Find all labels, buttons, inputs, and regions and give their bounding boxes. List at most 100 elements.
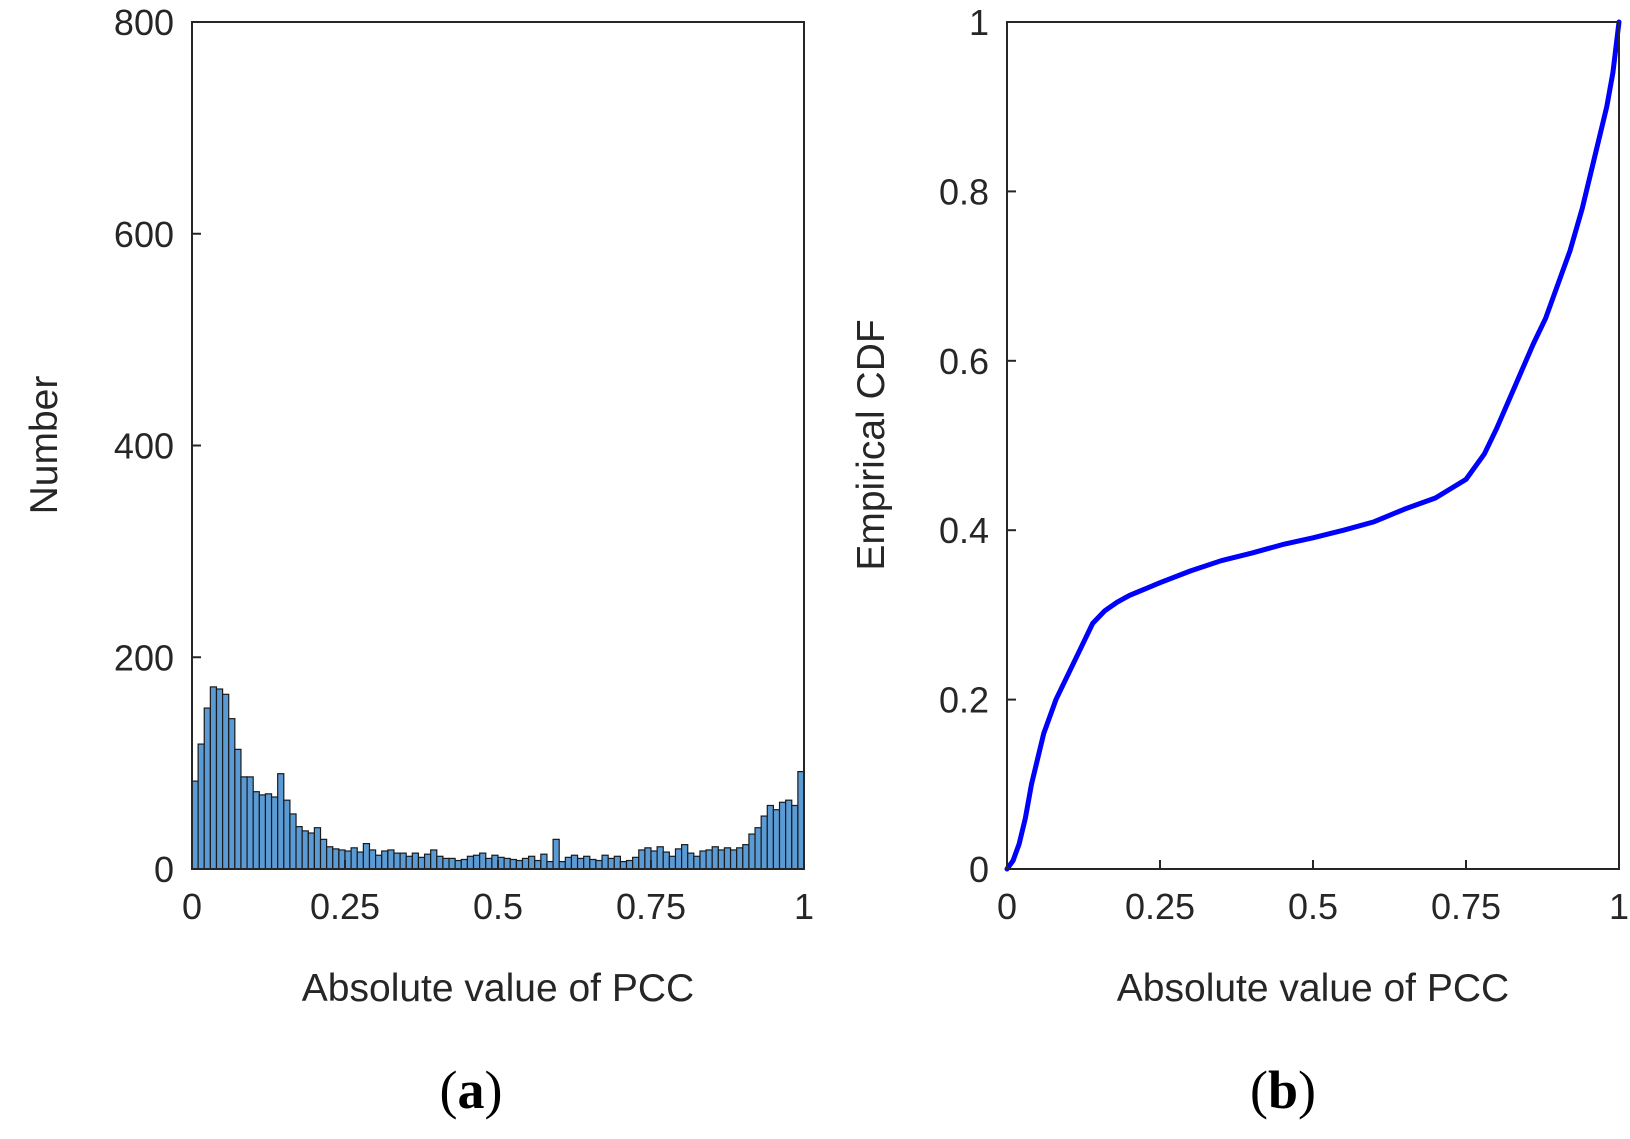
x-tick-label: 0.5 (1288, 886, 1338, 927)
y-tick-label: 800 (114, 2, 174, 43)
histogram-bar (705, 849, 713, 870)
histogram-bar (619, 860, 628, 870)
histogram-bar (472, 854, 481, 870)
histogram-bar (215, 688, 224, 870)
cdf-x-axis-label: Absolute value of PCC (1117, 967, 1509, 1010)
histogram-bar (509, 858, 517, 870)
histogram-bar (723, 847, 732, 870)
histogram-bar (405, 855, 413, 870)
histogram-bar (613, 855, 622, 870)
histogram-bar (222, 693, 230, 870)
histogram-bar (576, 857, 585, 870)
histogram-bars (191, 686, 805, 870)
histogram-bar (466, 855, 475, 870)
histogram-bar (785, 799, 793, 870)
histogram-panel: 0 200 400 600 800 0 0.25 0.5 0.75 1 Absolute val… (23, 2, 814, 1120)
histogram-bar (699, 850, 707, 870)
panel-label-a: (a) (440, 1060, 503, 1120)
histogram-bar (546, 860, 554, 870)
histogram-bar (601, 854, 609, 870)
histogram-bar (234, 748, 242, 870)
histogram-bar (589, 858, 597, 870)
cdf-line-layer (1004, 19, 1622, 872)
histogram-bar (362, 842, 371, 870)
histogram-bar (595, 859, 603, 870)
y-tick-label: 0 (154, 849, 174, 890)
histogram-bar (436, 855, 444, 870)
histogram-bar (748, 833, 756, 870)
histogram-bar (283, 799, 291, 870)
histogram-bar (680, 844, 689, 870)
y-tick-label: 1 (969, 2, 989, 43)
histogram-bar (662, 851, 670, 870)
x-tick-label: 0.75 (616, 886, 686, 927)
histogram-bar (368, 849, 377, 870)
histogram-bar (540, 853, 548, 870)
y-tick-label: 400 (114, 426, 174, 467)
histogram-bar (479, 852, 487, 870)
histogram-bar (430, 849, 438, 870)
histogram-axes-box (191, 21, 805, 870)
cdf-panel: 0 0.2 0.4 0.6 0.8 1 0 0.25 0.5 0.75 1 Absolute va… (850, 2, 1629, 1120)
y-tick-label: 200 (114, 637, 174, 678)
histogram-bar (326, 846, 334, 870)
histogram-bar (356, 851, 364, 870)
histogram-bar (668, 855, 677, 870)
cdf-curve (1004, 19, 1622, 872)
y-tick-label: 0 (969, 849, 989, 890)
histogram-bar (527, 855, 536, 870)
histogram-bar (289, 813, 297, 870)
histogram-bar (264, 793, 273, 870)
histogram-bar (301, 830, 309, 870)
histogram-bar (197, 743, 205, 870)
histogram-bar (246, 776, 254, 870)
histogram-bar (717, 849, 726, 870)
x-tick-label: 0 (997, 886, 1017, 927)
histogram-bar (307, 832, 315, 870)
histogram-bar (442, 857, 450, 870)
histogram-bar (393, 852, 401, 870)
histogram-bar (332, 848, 340, 870)
histogram-y-axis-label: Number (23, 376, 66, 515)
histogram-x-axis-label: Absolute value of PCC (302, 967, 694, 1010)
y-tick-label: 0.6 (939, 341, 989, 382)
histogram-bar (729, 849, 738, 870)
y-tick-label: 0.2 (939, 680, 989, 721)
histogram-bar (772, 809, 781, 870)
histogram-bar (687, 852, 695, 870)
histogram-bar (552, 838, 560, 870)
histogram-bar (258, 794, 267, 870)
histogram-bar (656, 846, 664, 870)
histogram-bar (240, 776, 248, 870)
histogram-bar (766, 804, 775, 870)
histogram-bar (674, 848, 683, 870)
histogram-bar (319, 838, 328, 870)
histogram-bar (778, 801, 787, 870)
histogram-bar (313, 827, 322, 870)
histogram-bar (448, 857, 456, 870)
histogram-bar (791, 804, 799, 870)
histogram-bar (515, 859, 524, 870)
histogram-bar (381, 850, 389, 870)
histogram-bar (760, 815, 768, 870)
histogram-bar (387, 849, 395, 870)
histogram-bar (228, 718, 236, 870)
cdf-y-axis-label: Empirical CDF (850, 319, 893, 570)
x-tick-label: 0.5 (473, 886, 523, 927)
cdf-x-ticks: 0 0.25 0.5 0.75 1 (997, 860, 1629, 927)
histogram-bar (209, 686, 218, 870)
panel-label-a-letter: a (458, 1060, 485, 1120)
histogram-bar (460, 858, 468, 870)
cdf-axes-box (1006, 21, 1620, 870)
histogram-bar (454, 859, 462, 870)
histogram-bar (564, 856, 573, 870)
histogram-bar (521, 857, 530, 870)
x-tick-label: 0.25 (310, 886, 380, 927)
histogram-bar (203, 707, 211, 870)
histogram-bar (295, 826, 303, 870)
histogram-bar (534, 859, 542, 870)
histogram-bar (711, 846, 719, 870)
histogram-bar (632, 856, 640, 870)
histogram-bar (736, 847, 744, 870)
